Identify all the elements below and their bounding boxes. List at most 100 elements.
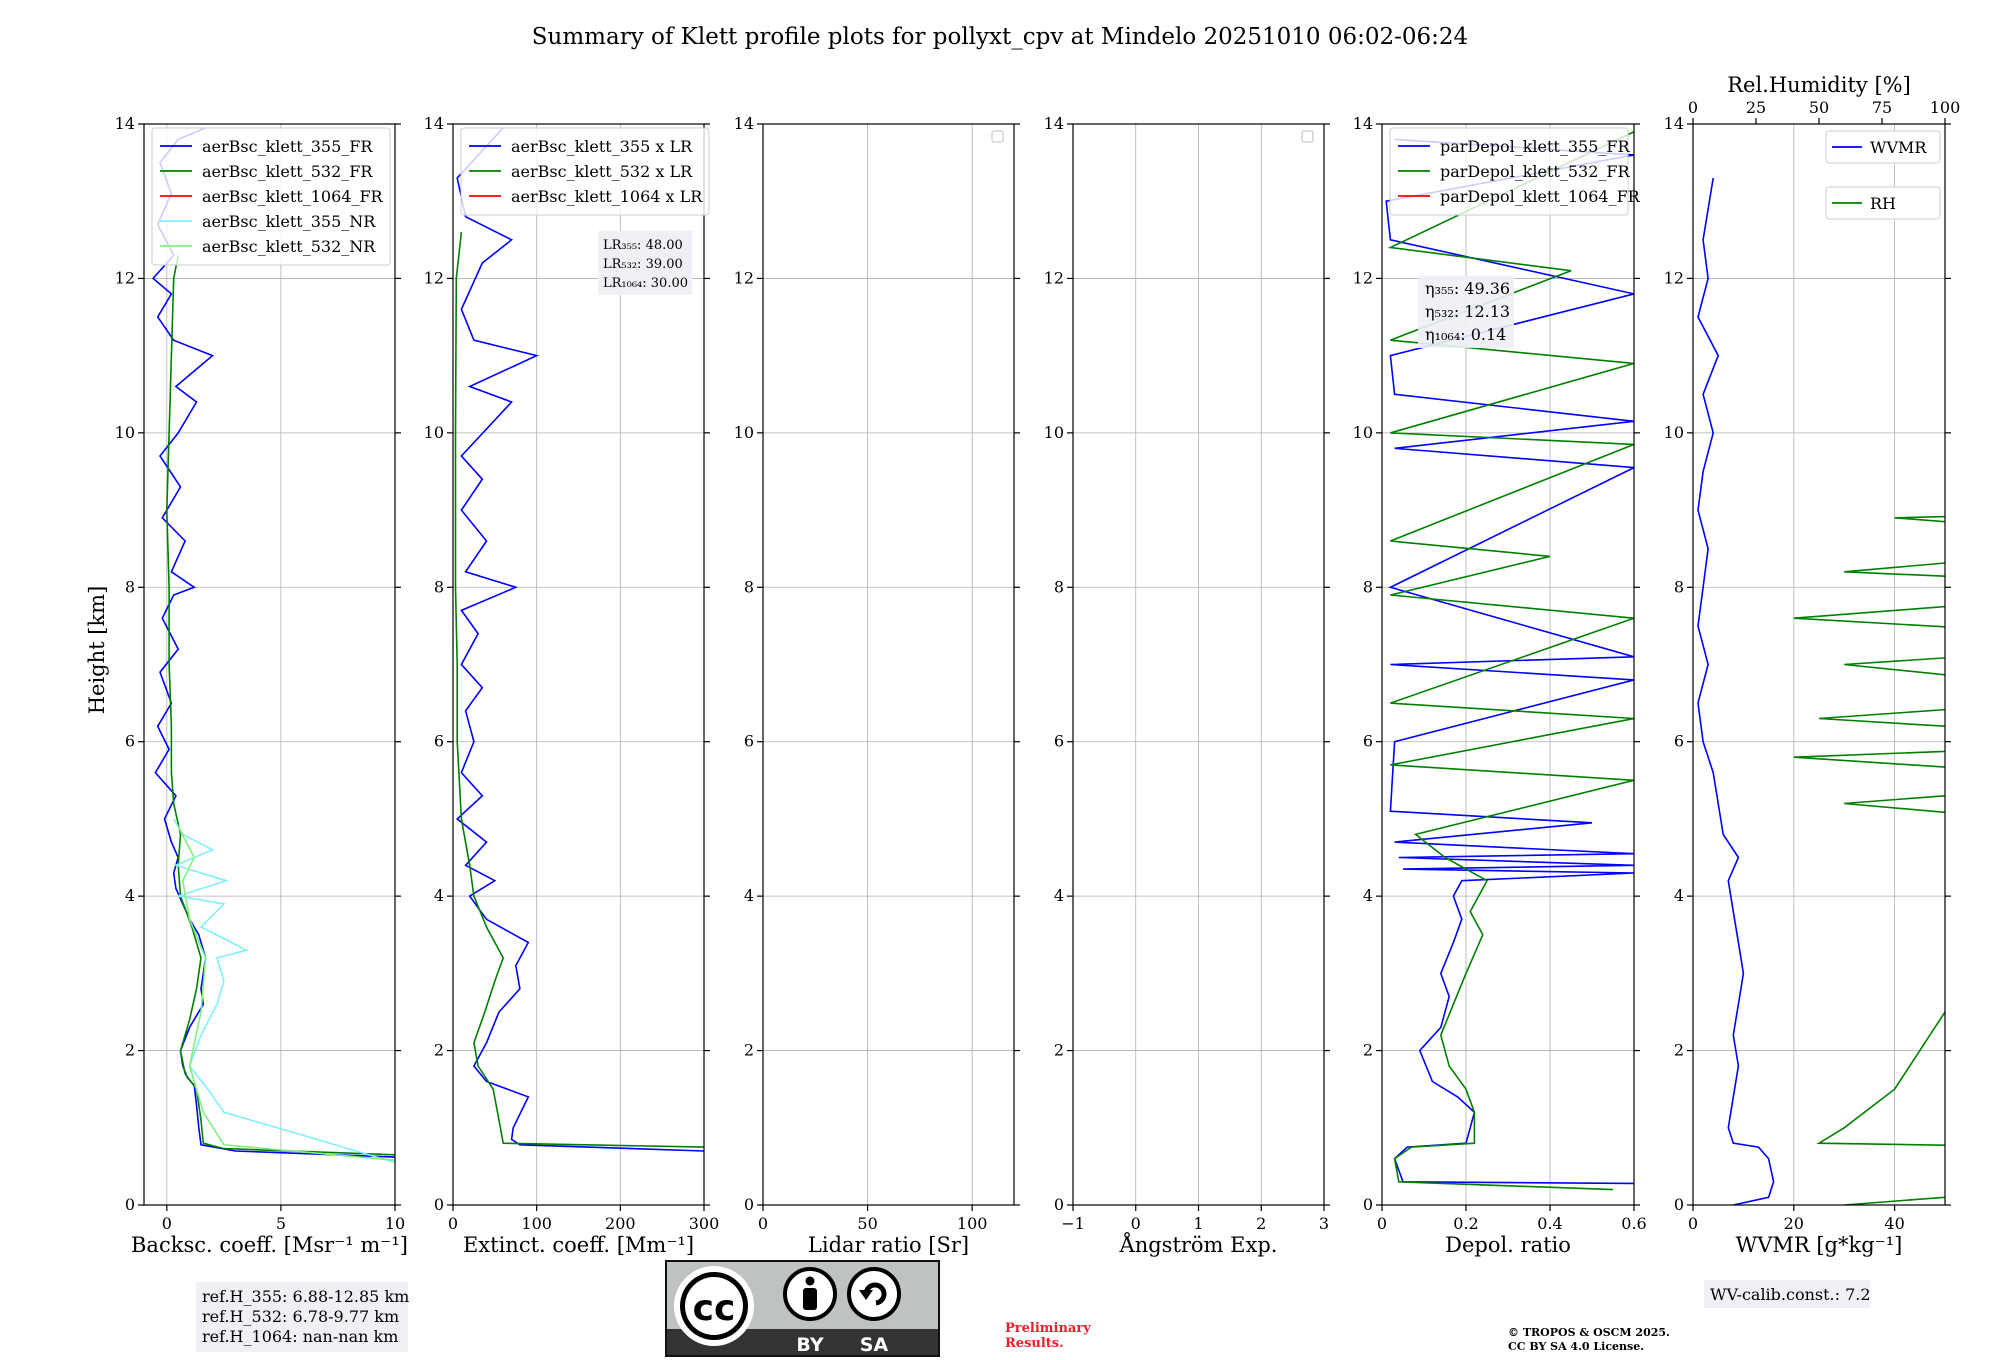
series-line-parDepol_klett_355_FR <box>1385 138 1634 1185</box>
x-axis-label-wv: WVMR [g*kg⁻¹] <box>1736 1233 1903 1257</box>
x-axis-label-ext: Extinct. coeff. [Mm⁻¹] <box>463 1233 694 1257</box>
x2-tick-label: 50 <box>1809 98 1829 117</box>
ticks-wv <box>1687 123 1951 1211</box>
sa-label: SA <box>860 1334 889 1356</box>
cc-license-badge: cc BY SA <box>665 1260 940 1357</box>
x-tick-label: 2 <box>1256 1214 1266 1233</box>
x-tick-label: 100 <box>957 1214 988 1233</box>
panel-depol: 0 0.2 0.4 0.6 0 2 4 6 8 10 12 14 Depol. ratio parDepo… <box>1353 114 1647 1257</box>
legend-entry: aerBsc_klett_355_FR <box>202 137 373 156</box>
by-label: BY <box>796 1334 823 1356</box>
legend-entry: aerBsc_klett_532_FR <box>202 162 373 181</box>
x-tick-label: 0 <box>1377 1214 1387 1233</box>
panel-frame-lr <box>762 123 1015 1206</box>
y-tick-label: 4 <box>125 886 135 905</box>
y-tick-label: 10 <box>424 423 444 442</box>
legend-box-bsc <box>151 127 391 266</box>
series-line-aerBsc_klett_355_NR <box>173 818 395 1164</box>
x-tick-label: 300 <box>689 1214 720 1233</box>
panel-grid-wv <box>1692 123 1945 1206</box>
ref-height-355: ref.H_355: 6.88-12.85 km <box>202 1287 409 1306</box>
preliminary-line-2: Results. <box>1005 1336 1064 1351</box>
y-tick-label: 2 <box>1054 1041 1064 1060</box>
panel-ext: 0 100 200 300 0 2 4 6 8 10 12 14 Extinct. coeff. [Mm… <box>424 114 720 1257</box>
ref-height-1064: ref.H_1064: nan-nan km <box>202 1327 398 1346</box>
y-tick-label: 4 <box>1363 886 1373 905</box>
x-axis-label-ang: Ångström Exp. <box>1119 1232 1278 1257</box>
y-tick-label: 14 <box>1353 114 1373 133</box>
eta-text-line: η₅₃₂: 12.13 <box>1425 302 1510 321</box>
panel-frame-bsc <box>143 123 396 1206</box>
legend-entry: parDepol_klett_1064_FR <box>1440 187 1641 206</box>
ticks-lr <box>757 123 1020 1211</box>
lr-text-line: LR₁₀₆₄: 30.00 <box>603 276 688 291</box>
y-tick-label: 10 <box>115 423 135 442</box>
panel-grid-ang <box>1072 123 1325 1206</box>
panel-frame-ext <box>452 123 705 1206</box>
y-tick-label: 0 <box>1674 1195 1684 1214</box>
panel-bsc: 0 5 10 0 2 4 6 8 10 12 14 Backsc. coeff. [Msr⁻¹ m⁻¹… <box>115 114 408 1257</box>
y-tick-label: 12 <box>424 268 444 287</box>
legend-entry: WVMR <box>1870 138 1927 157</box>
x2-tick-label: 75 <box>1872 98 1892 117</box>
legend-box-wv <box>1825 130 1941 164</box>
y-tick-label: 2 <box>434 1041 444 1060</box>
eta-textbox <box>1418 276 1514 348</box>
y-tick-label: 4 <box>434 886 444 905</box>
y-tick-label: 4 <box>1054 886 1064 905</box>
series-line-aerBsc_klett_355 x LR <box>455 127 704 1152</box>
x-tick-label: −1 <box>1061 1214 1085 1233</box>
lr-text-line: LR₃₅₅: 48.00 <box>603 238 683 253</box>
y-tick-label: 8 <box>1674 577 1684 596</box>
legend-box-depol <box>1389 127 1629 216</box>
series-line-aerBsc_klett_532 x LR <box>454 232 704 1148</box>
series-group-wv <box>1697 177 1945 1205</box>
y-tick-label: 10 <box>1044 423 1064 442</box>
ticks-ext <box>447 123 710 1211</box>
x-tick-label: 0.4 <box>1537 1214 1562 1233</box>
y-tick-label: 10 <box>734 423 754 442</box>
y-tick-label: 4 <box>1674 886 1684 905</box>
series-line-aerBsc_klett_355_FR <box>151 127 395 1158</box>
y-tick-label: 10 <box>1353 423 1373 442</box>
legend-box-wv <box>1825 186 1941 220</box>
y-axis-label: Height [km] <box>85 586 109 715</box>
legend-entry: aerBsc_klett_532_NR <box>202 237 376 256</box>
legend-entry: aerBsc_klett_1064_FR <box>202 187 384 206</box>
y-tick-label: 6 <box>744 732 754 751</box>
series-line-WVMR <box>1697 177 1775 1205</box>
legend-entry: aerBsc_klett_532 x LR <box>511 162 693 181</box>
legend-entry: parDepol_klett_532_FR <box>1440 162 1631 181</box>
x-axis-label-depol: Depol. ratio <box>1445 1233 1571 1257</box>
y-tick-label: 8 <box>125 577 135 596</box>
panel-lr: 0 50 100 0 2 4 6 8 10 12 14 Lidar ratio [Sr] <box>734 114 1020 1257</box>
panel-frame-wv <box>1692 123 1946 1206</box>
panel-wv: 0 20 40 0 2 4 6 8 10 12 14 WVMR [g*kg⁻¹] 0 25 50 75 100 R… <box>1664 73 1961 1257</box>
legend-entry: aerBsc_klett_355_NR <box>202 212 376 231</box>
x-tick-label: 0 <box>448 1214 458 1233</box>
y-tick-label: 0 <box>744 1195 754 1214</box>
y-tick-label: 12 <box>1353 268 1373 287</box>
cc-text: cc <box>693 1288 736 1329</box>
y-tick-label: 2 <box>744 1041 754 1060</box>
x-tick-label: 20 <box>1784 1214 1804 1233</box>
lr-text-line: LR₅₃₂: 39.00 <box>603 257 683 272</box>
y-tick-label: 6 <box>125 732 135 751</box>
legend-entry: parDepol_klett_355_FR <box>1440 137 1631 156</box>
series-group-depol <box>1385 130 1634 1191</box>
x-tick-label: 0.2 <box>1453 1214 1478 1233</box>
y-tick-label: 8 <box>434 577 444 596</box>
y-tick-label: 8 <box>1054 577 1064 596</box>
ref-height-box: ref.H_355: 6.88-12.85 km ref.H_532: 6.78… <box>196 1282 409 1352</box>
x2-axis-label-wv: Rel.Humidity [%] <box>1727 73 1911 97</box>
ticks-ang <box>1067 123 1330 1211</box>
y-tick-label: 4 <box>744 886 754 905</box>
by-person-icon <box>783 1267 837 1321</box>
y-tick-label: 6 <box>1674 732 1684 751</box>
y-tick-label: 12 <box>115 268 135 287</box>
empty-legend-box <box>991 130 1004 143</box>
legend-box-ext <box>460 127 710 216</box>
x-tick-label: 1 <box>1193 1214 1203 1233</box>
